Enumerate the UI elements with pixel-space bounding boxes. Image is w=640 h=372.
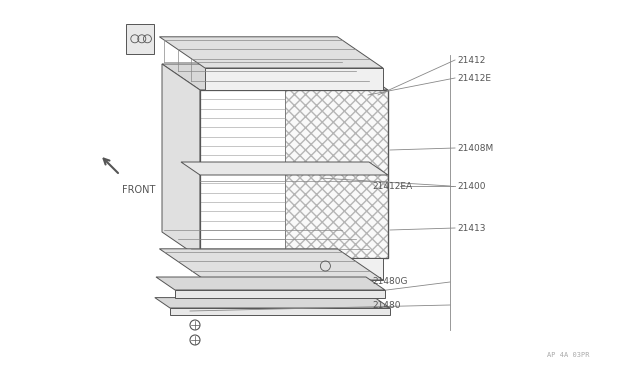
Polygon shape — [175, 290, 385, 298]
Text: 21412E: 21412E — [457, 74, 491, 83]
Polygon shape — [127, 24, 154, 54]
Polygon shape — [200, 90, 285, 258]
Circle shape — [190, 335, 200, 345]
Polygon shape — [181, 162, 388, 175]
Polygon shape — [159, 37, 383, 68]
Polygon shape — [170, 308, 390, 315]
Text: 21408M: 21408M — [457, 144, 493, 153]
Text: 21412EA: 21412EA — [372, 182, 412, 190]
Text: 21400: 21400 — [457, 182, 486, 190]
Text: 21480G: 21480G — [372, 278, 408, 286]
Text: 21412: 21412 — [457, 55, 485, 64]
Polygon shape — [205, 258, 383, 280]
Polygon shape — [162, 64, 200, 258]
Polygon shape — [285, 90, 388, 258]
Polygon shape — [156, 277, 385, 290]
Polygon shape — [159, 249, 383, 280]
Text: 21480: 21480 — [372, 301, 401, 310]
Polygon shape — [162, 64, 388, 90]
Text: FRONT: FRONT — [122, 185, 156, 195]
Circle shape — [190, 320, 200, 330]
Polygon shape — [205, 68, 383, 90]
Text: AP 4A 03PR: AP 4A 03PR — [547, 352, 590, 358]
Text: 21413: 21413 — [457, 224, 486, 232]
Polygon shape — [200, 90, 388, 258]
Polygon shape — [155, 298, 390, 308]
